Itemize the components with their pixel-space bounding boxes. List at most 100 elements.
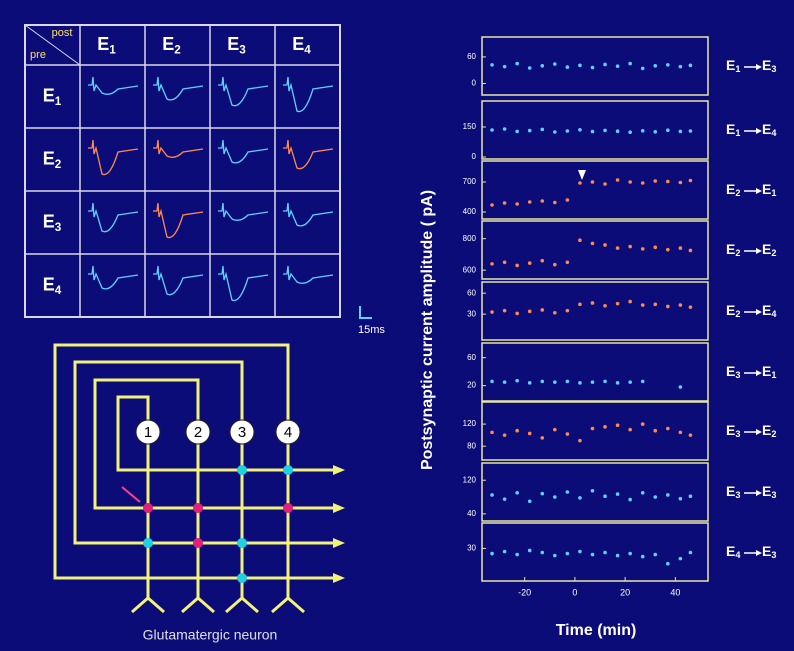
data-point [615,492,620,496]
data-point [628,380,632,384]
response-trace [153,139,204,158]
data-point [615,553,620,558]
data-point [515,263,519,268]
letter: E [762,57,771,73]
y-axis-label: Postsynaptic current amplitude ( pA) [419,190,436,470]
y-tick-label: 600 [463,265,477,274]
index: 1 [735,65,740,75]
data-point [688,433,693,437]
data-point [640,491,645,495]
x-tick-label: -20 [518,587,531,597]
data-point [640,303,645,307]
data-point [640,554,645,559]
data-point [515,202,519,206]
data-point [502,64,507,69]
neuron-soma [229,419,255,445]
x-axis-label: Time (min) [556,622,637,639]
letter: E [762,422,771,438]
pair-label-pre: E1 [726,121,740,139]
synapse-dot [283,503,293,513]
panel-frame [481,100,709,160]
data-point [553,380,557,384]
index: 3 [735,491,740,501]
data-point [603,128,607,133]
matrix-frame [24,24,341,318]
data-point [502,201,507,205]
data-point [678,496,683,501]
y-tick-label: 120 [463,419,477,428]
data-point [540,63,545,68]
x-tick-label: 0 [572,587,577,597]
neuron-soma [185,419,211,445]
data-point [603,550,607,555]
index: 2 [771,249,776,259]
neuron-1-foot [147,596,165,614]
data-point [590,180,595,184]
data-point [502,308,507,313]
pair-label-pre: E1 [726,57,740,75]
letter: E [762,543,771,559]
data-point [678,430,683,435]
pair-label-post: E3 [762,483,776,501]
panel-frame [481,342,709,402]
diagram-caption: Glutamatergic neuron [143,627,278,643]
data-point [578,128,582,132]
data-point [553,553,557,558]
data-point [502,549,507,554]
neuron-number: 3 [238,424,246,441]
y-tick-label: 120 [463,475,477,484]
data-point [678,556,683,561]
data-point [615,246,620,250]
letter: E [43,211,55,231]
row-header: E4 [43,274,62,297]
response-trace [283,202,334,227]
letter: E [97,34,109,54]
response-trace [283,265,334,284]
letter: E [762,302,771,318]
letter: E [726,422,735,438]
data-point [540,491,545,496]
index: 3 [239,43,246,56]
data-point [565,432,570,436]
letter: E [762,363,771,379]
y-tick-label: 400 [463,207,477,216]
pair-arrowhead [756,429,762,435]
data-point [653,63,658,68]
pair-label-pre: E3 [726,483,740,501]
neuron-number: 4 [284,424,292,441]
data-point [540,550,545,555]
pair-arrowhead [756,490,762,496]
pair-label-pre: E3 [726,363,740,381]
letter: E [762,483,771,499]
letter: E [43,274,55,294]
response-trace [88,202,139,233]
data-point [527,548,532,553]
pair-label-post: E2 [762,241,776,259]
data-point [565,129,570,133]
data-point [628,551,632,556]
data-point [590,129,595,134]
neuron-2-foot [197,596,215,614]
data-point [553,495,557,499]
letter: E [43,148,55,168]
data-point [578,238,582,243]
response-trace [88,76,139,95]
data-point [553,262,557,267]
data-point [515,491,519,495]
pair-label-post: E1 [762,181,776,199]
data-point [653,179,658,183]
y-tick-label: 60 [467,353,476,362]
data-point [578,549,582,554]
data-point [615,381,620,385]
data-point [578,496,582,500]
index: 1 [55,95,62,108]
data-point [553,427,557,432]
y-tick-label: 60 [467,52,476,61]
data-point [490,262,494,266]
data-point [565,198,570,202]
data-point [502,497,507,501]
letter: E [726,181,735,197]
data-point [640,422,645,426]
data-point [653,495,658,499]
